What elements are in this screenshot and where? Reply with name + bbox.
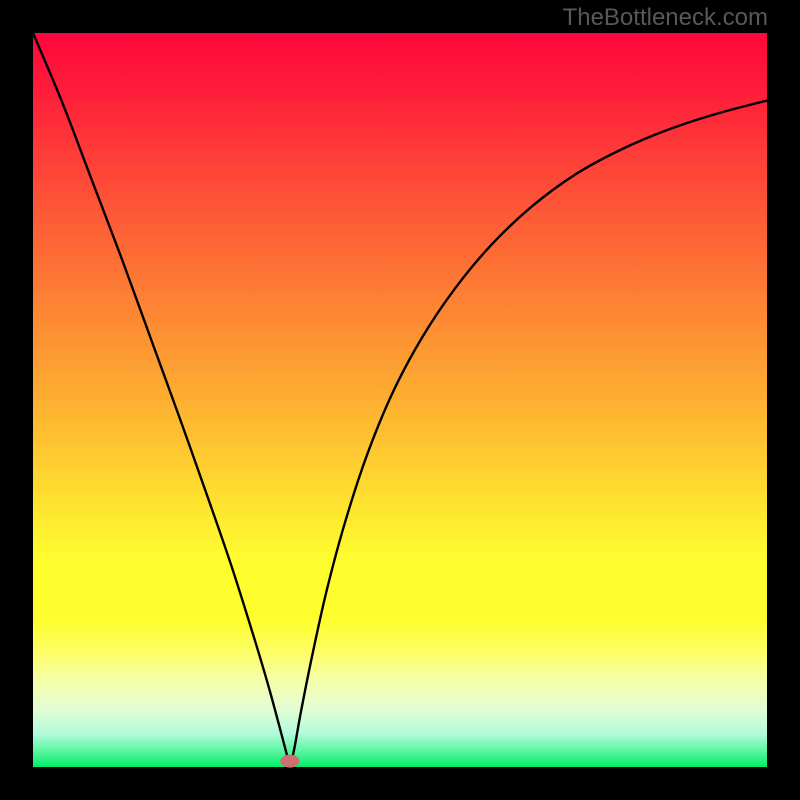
plot-area — [33, 33, 767, 767]
frame-right — [767, 0, 800, 800]
frame-left — [0, 0, 33, 800]
frame-bottom — [0, 767, 800, 800]
watermark-text: TheBottleneck.com — [563, 4, 768, 32]
